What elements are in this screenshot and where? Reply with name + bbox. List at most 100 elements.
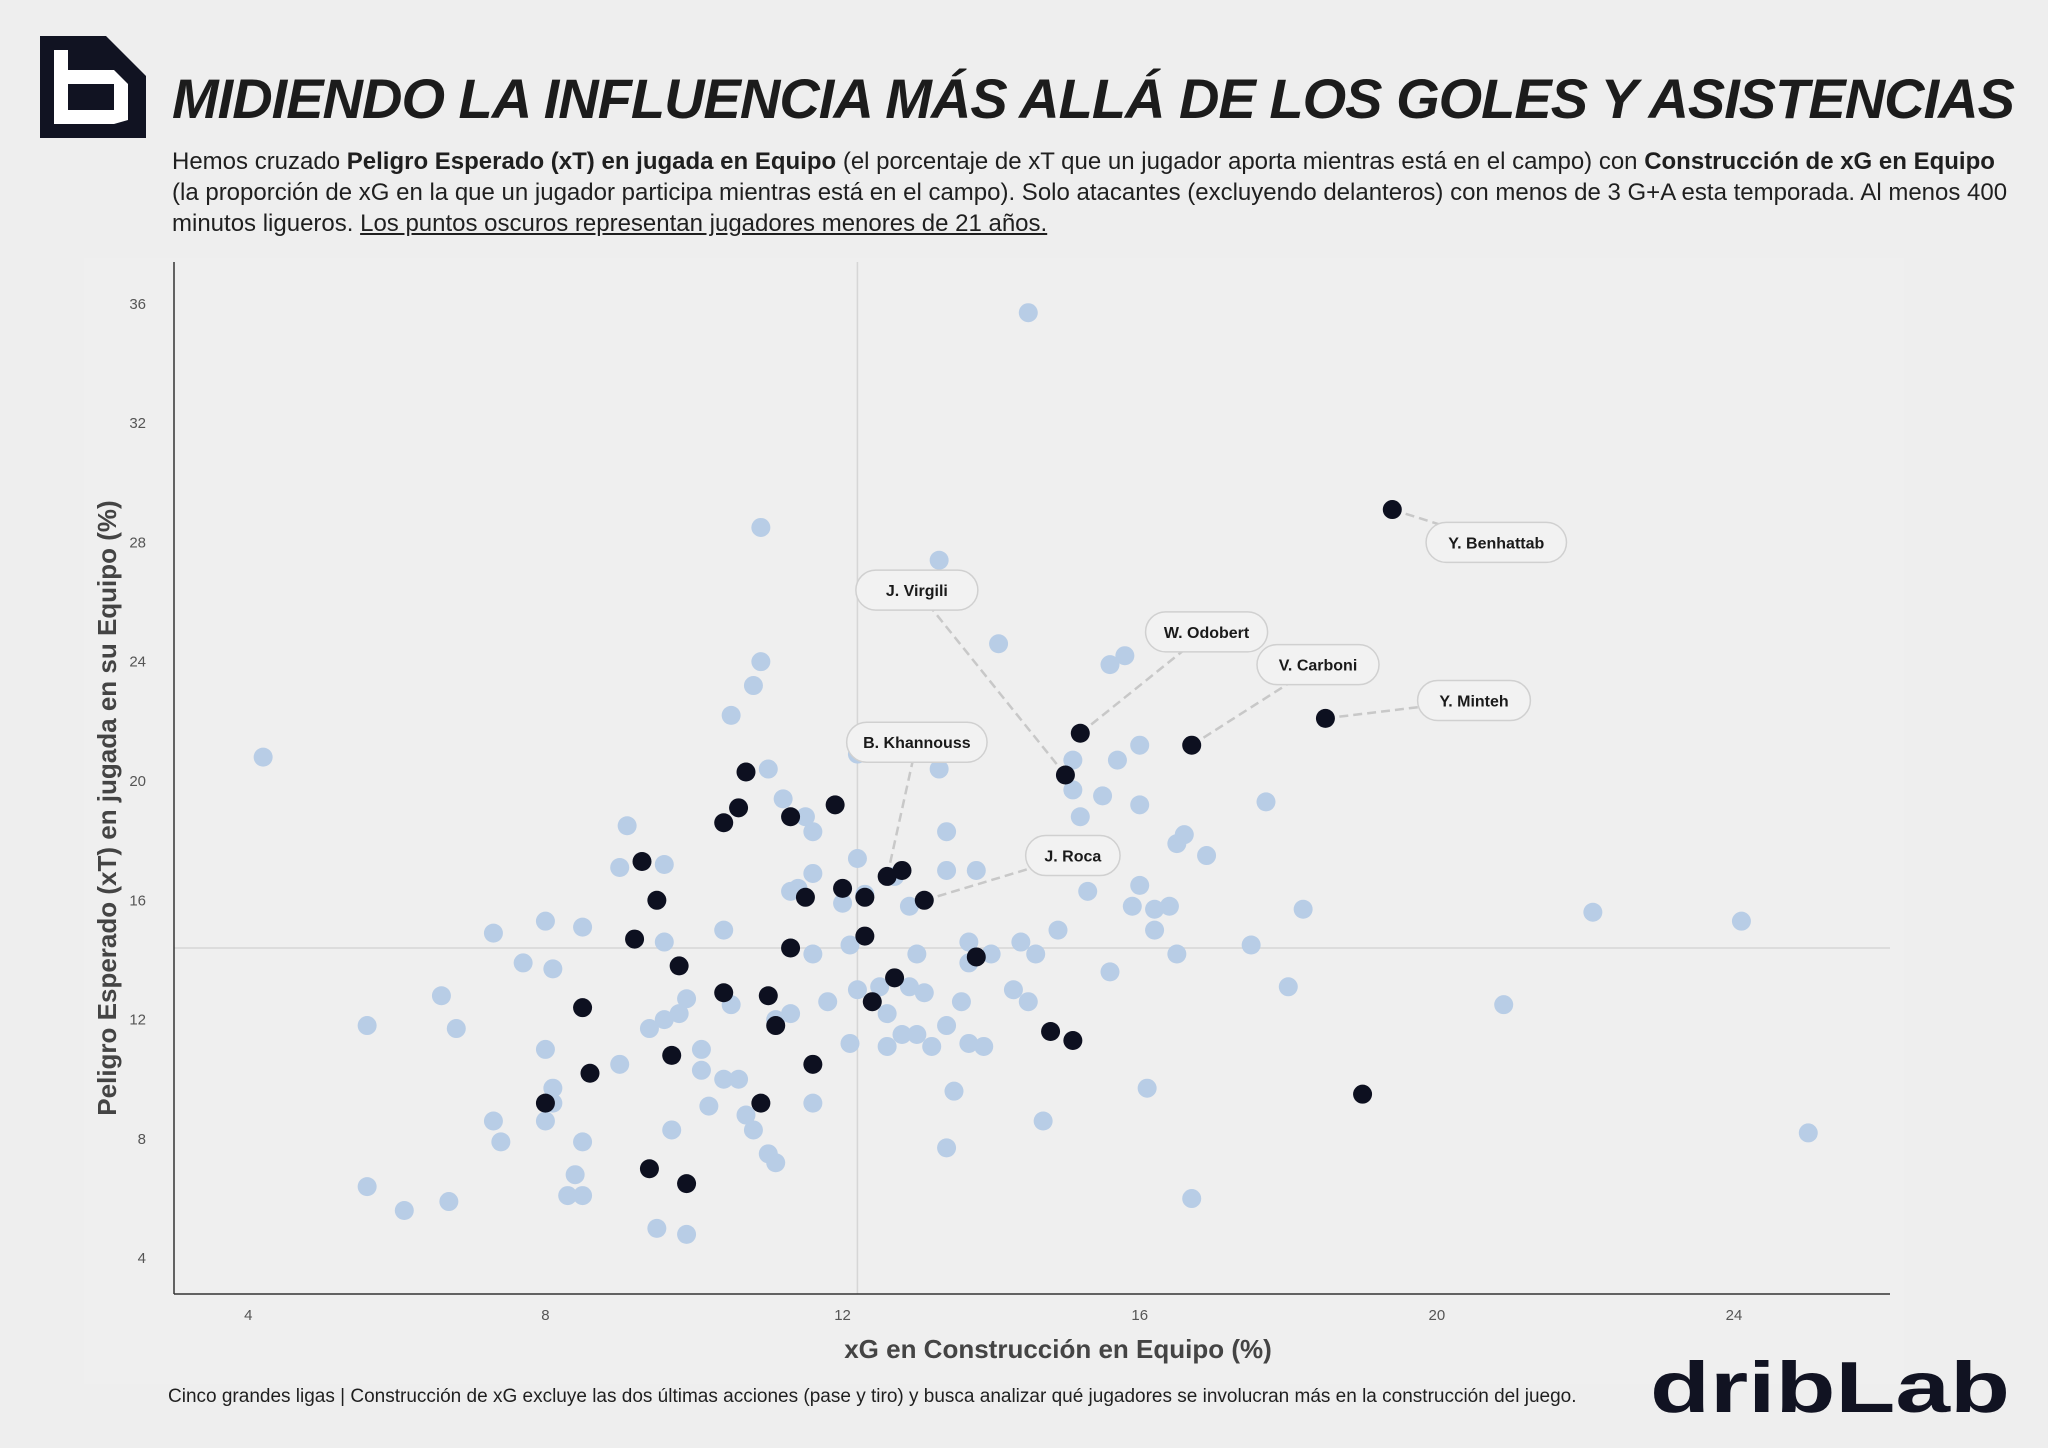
data-point-u21 xyxy=(669,956,689,976)
callout-label: V. Carboni xyxy=(1279,658,1358,675)
data-point xyxy=(743,676,763,696)
data-point xyxy=(877,1004,897,1024)
data-point xyxy=(766,1153,786,1173)
footnote: Cinco grandes ligas | Construcción de xG… xyxy=(168,1386,1577,1407)
data-point xyxy=(1256,792,1276,812)
data-point xyxy=(1122,896,1142,916)
data-point xyxy=(877,1036,897,1056)
callout-connector xyxy=(1191,663,1319,747)
player-callout: B. Khannouss xyxy=(845,721,988,763)
driblab-logo xyxy=(40,36,146,138)
data-point xyxy=(394,1200,414,1220)
data-point xyxy=(803,1093,823,1113)
data-point xyxy=(699,1096,719,1116)
data-point xyxy=(736,1105,756,1125)
page-title: Midiendo la influencia más allá de los g… xyxy=(172,67,2015,130)
data-point xyxy=(654,854,674,874)
data-point xyxy=(959,1033,979,1053)
callout-box xyxy=(1256,643,1380,686)
data-point xyxy=(513,953,533,973)
data-point xyxy=(1278,977,1298,997)
data-point xyxy=(439,1192,459,1212)
data-point xyxy=(929,550,949,570)
data-point xyxy=(818,992,838,1012)
data-point xyxy=(1145,899,1165,919)
data-point xyxy=(491,1132,511,1152)
data-point-u21 xyxy=(1382,500,1402,520)
data-point xyxy=(1137,1078,1157,1098)
data-point xyxy=(669,1004,689,1024)
data-point-u21 xyxy=(885,968,905,988)
y-tick-label: 12 xyxy=(129,1012,146,1029)
data-point xyxy=(677,989,697,1009)
data-point xyxy=(1048,920,1068,940)
data-point xyxy=(870,977,890,997)
data-point xyxy=(483,1111,503,1131)
data-point xyxy=(654,1010,674,1030)
subtitle-underline-note: Los puntos oscuros representan jugadores… xyxy=(360,210,1048,237)
data-point xyxy=(357,1177,377,1197)
data-point xyxy=(610,1054,630,1074)
callout-label: W. Odobert xyxy=(1164,625,1250,642)
data-point-u21 xyxy=(625,929,645,949)
driblab-wordmark: dribLab xyxy=(1650,1360,2010,1420)
callout-label: Y. Benhattab xyxy=(1448,535,1544,552)
data-point xyxy=(691,1039,711,1059)
data-point-u21 xyxy=(573,998,593,1018)
x-tick-label: 20 xyxy=(1429,1307,1446,1324)
data-point xyxy=(1174,825,1194,845)
data-point-u21 xyxy=(833,878,853,898)
data-point xyxy=(795,807,815,827)
data-point xyxy=(677,1224,697,1244)
data-point xyxy=(937,860,957,880)
data-point-u21 xyxy=(825,795,845,815)
data-point xyxy=(543,1078,563,1098)
data-point xyxy=(1107,750,1127,770)
data-point xyxy=(922,1036,942,1056)
data-point xyxy=(1197,846,1217,866)
data-point xyxy=(1100,962,1120,982)
subtitle-bold-xt: Peligro Esperado (xT) en jugada en Equip… xyxy=(346,148,837,175)
data-point xyxy=(974,1036,994,1056)
data-point xyxy=(647,1218,667,1238)
data-point xyxy=(253,747,273,767)
data-point xyxy=(1093,786,1113,806)
data-point-u21 xyxy=(855,887,875,907)
callout-box xyxy=(1144,611,1269,653)
callout-box xyxy=(855,569,979,611)
subtitle-text-1: Hemos cruzado xyxy=(172,148,347,175)
data-point xyxy=(1798,1123,1818,1143)
data-point-u21 xyxy=(736,762,756,782)
data-point xyxy=(781,1004,801,1024)
data-point xyxy=(1293,899,1313,919)
data-point xyxy=(573,1132,593,1152)
data-point xyxy=(1130,735,1150,755)
data-point xyxy=(1011,932,1031,952)
data-point xyxy=(840,1033,860,1053)
player-callout: J. Virgili xyxy=(855,569,979,611)
data-point-u21 xyxy=(781,807,801,827)
data-point xyxy=(1145,920,1165,940)
data-point xyxy=(944,1081,964,1101)
data-point xyxy=(1003,980,1023,1000)
data-point-u21 xyxy=(862,992,882,1012)
data-point xyxy=(483,923,503,943)
data-point-u21 xyxy=(758,986,778,1006)
data-point xyxy=(899,896,919,916)
data-point xyxy=(1241,935,1261,955)
data-point xyxy=(1182,1189,1202,1209)
data-point-u21 xyxy=(1055,765,1075,785)
data-point-u21 xyxy=(751,1093,771,1113)
data-point-u21 xyxy=(914,890,934,910)
data-point-u21 xyxy=(877,866,897,886)
subtitle: Hemos cruzado Peligro Esperado (xT) en j… xyxy=(172,146,2012,239)
callout-box xyxy=(1416,679,1532,722)
player-callout: Y. Minteh xyxy=(1416,679,1532,722)
data-point xyxy=(535,1111,555,1131)
data-point xyxy=(847,849,867,869)
data-point-u21 xyxy=(781,938,801,958)
data-point xyxy=(714,1069,734,1089)
data-point xyxy=(937,1138,957,1158)
data-point xyxy=(721,705,741,725)
subtitle-text-3: (la proporción de xG en la que un jugado… xyxy=(172,179,2008,237)
